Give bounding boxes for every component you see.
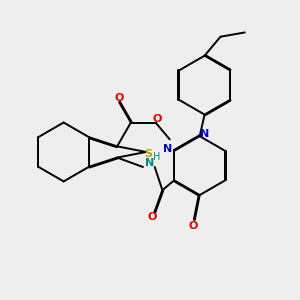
Text: H: H — [153, 152, 160, 162]
Text: O: O — [188, 221, 197, 231]
Text: O: O — [153, 114, 162, 124]
Text: N: N — [145, 158, 154, 168]
Text: O: O — [115, 93, 124, 103]
Text: S: S — [144, 149, 152, 159]
Text: O: O — [148, 212, 157, 222]
Text: N: N — [163, 144, 172, 154]
Text: N: N — [200, 129, 209, 139]
